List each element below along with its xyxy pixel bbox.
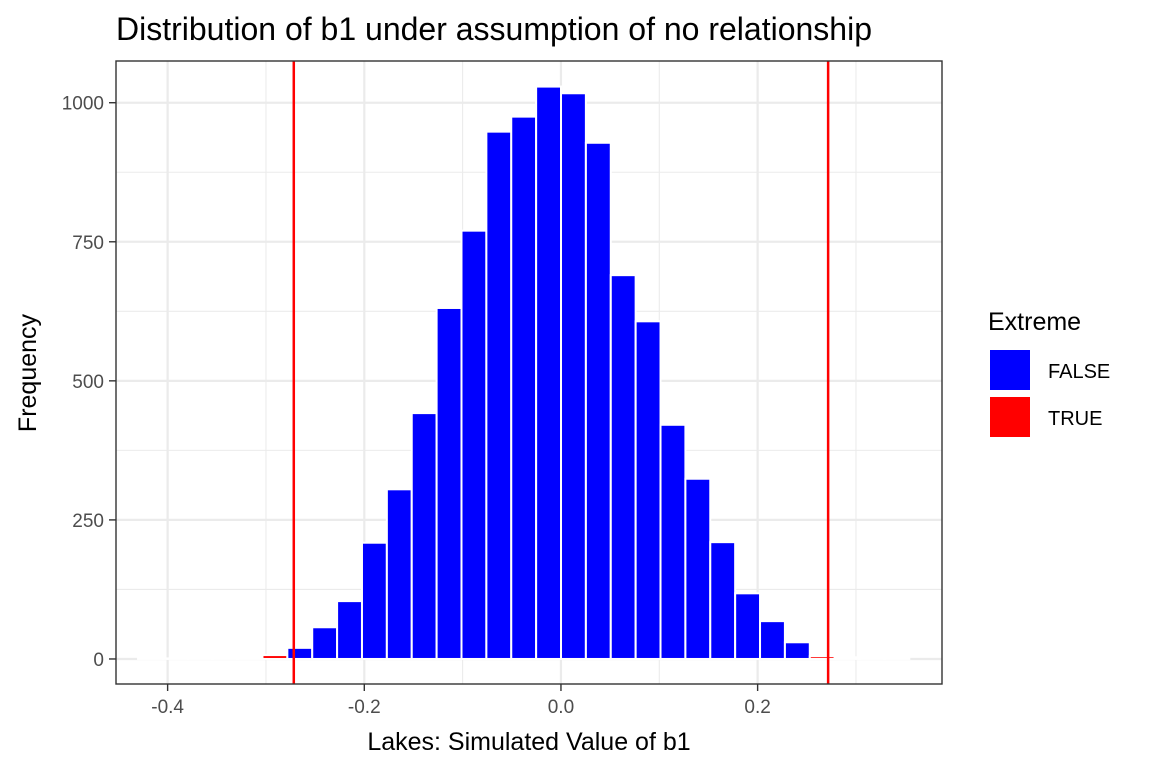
histogram-bar (211, 657, 239, 660)
y-tick-label: 250 (72, 511, 104, 532)
legend: Extreme FALSE TRUE (988, 308, 1110, 437)
histogram-bar (759, 620, 786, 660)
y-tick-label: 750 (72, 233, 104, 254)
histogram-bar (858, 657, 886, 660)
histogram-bar (560, 92, 587, 660)
histogram-bar (311, 626, 339, 660)
x-axis-title: Lakes: Simulated Value of b1 (367, 728, 690, 756)
legend-key-false (990, 350, 1030, 390)
chart-title: Distribution of b1 under assumption of n… (116, 11, 872, 47)
y-axis: 0 250 500 750 1000 (62, 94, 116, 671)
panel-border (115, 60, 943, 685)
histogram-bar (186, 657, 214, 660)
histogram-bar (236, 657, 264, 660)
x-tick-label: 0.0 (548, 697, 574, 718)
histogram-bars (137, 85, 911, 660)
histogram-bar (286, 646, 314, 660)
x-tick-label: -0.2 (348, 697, 381, 718)
histogram-bar (734, 592, 762, 660)
x-tick-label: -0.4 (151, 697, 184, 718)
histogram-bar (783, 641, 811, 660)
histogram-bar (535, 85, 563, 660)
histogram-bar (883, 657, 911, 660)
histogram-bar (460, 229, 488, 660)
histogram-bar (435, 306, 463, 660)
histogram-bar (410, 412, 438, 660)
histogram-bar (709, 541, 737, 660)
histogram-bar (833, 656, 861, 660)
histogram-bar (584, 141, 612, 660)
x-axis: -0.4 -0.2 0.0 0.2 (151, 684, 771, 718)
histogram-bar (659, 423, 687, 660)
histogram-bar (336, 600, 363, 660)
legend-label-true: TRUE (1048, 408, 1102, 430)
legend-title: Extreme (988, 308, 1081, 336)
histogram-bar (609, 274, 637, 660)
legend-label-false: FALSE (1048, 361, 1110, 383)
histogram-bar (808, 655, 836, 660)
y-axis-title: Frequency (14, 313, 42, 432)
histogram-bar (360, 541, 388, 660)
histogram-bar (684, 477, 712, 660)
reference-lines (292, 61, 830, 684)
histogram-bar (161, 657, 189, 660)
y-tick-label: 1000 (62, 94, 104, 115)
plot-panel (115, 60, 943, 685)
histogram-bar (485, 130, 513, 660)
histogram-bar (634, 320, 662, 660)
histogram-bar (137, 657, 164, 660)
y-tick-label: 0 (93, 650, 104, 671)
histogram-bar (510, 115, 538, 660)
histogram-bar (261, 654, 289, 660)
y-tick-label: 500 (72, 372, 104, 393)
x-tick-label: 0.2 (744, 697, 770, 718)
histogram-bar (385, 488, 413, 660)
legend-key-true (990, 397, 1030, 437)
